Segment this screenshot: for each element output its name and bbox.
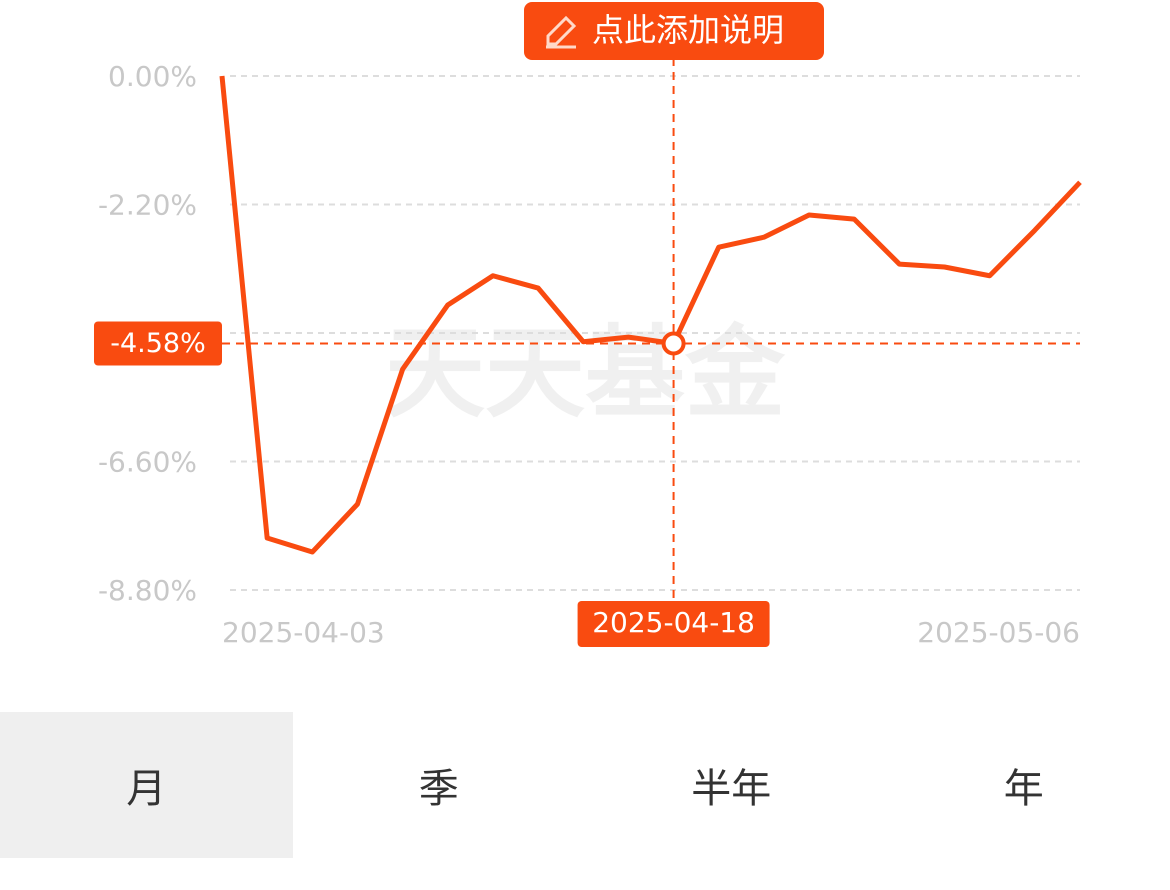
y-tick-label: -2.20% bbox=[98, 189, 197, 222]
note-button-label: 点此添加说明 bbox=[592, 11, 784, 49]
y-tick-label: 0.00% bbox=[108, 60, 197, 93]
note-button[interactable]: 点此添加说明 bbox=[524, 2, 824, 60]
chart: 天天基金 0.00%-2.20%-4.40%-6.60%-8.80%2025-0… bbox=[94, 2, 1082, 649]
tab[interactable]: 半年 bbox=[691, 766, 772, 812]
line bbox=[219, 75, 1082, 555]
period-tabs: 月 季 半年 年 bbox=[0, 712, 1170, 858]
tab[interactable]: 季 bbox=[418, 766, 459, 812]
x-tick-label: 2025-04-03 bbox=[222, 616, 385, 649]
tab[interactable]: 年 bbox=[1003, 766, 1044, 812]
y-tick-label: -6.60% bbox=[98, 446, 197, 479]
value-badge bbox=[94, 321, 222, 366]
watermark: 天天基金 bbox=[385, 314, 786, 431]
date-badge-label: 2025-04-18 bbox=[592, 606, 755, 639]
pencil-icon bbox=[546, 15, 577, 49]
value-badge-label: -4.58% bbox=[110, 328, 206, 359]
y-tick-label: -8.80% bbox=[98, 574, 197, 607]
date-badge bbox=[577, 601, 770, 647]
highlight-point bbox=[661, 331, 686, 356]
x-tick-label: 2025-05-06 bbox=[917, 616, 1080, 649]
note-button-bg bbox=[524, 2, 824, 60]
tab[interactable]: 月 bbox=[0, 712, 293, 858]
